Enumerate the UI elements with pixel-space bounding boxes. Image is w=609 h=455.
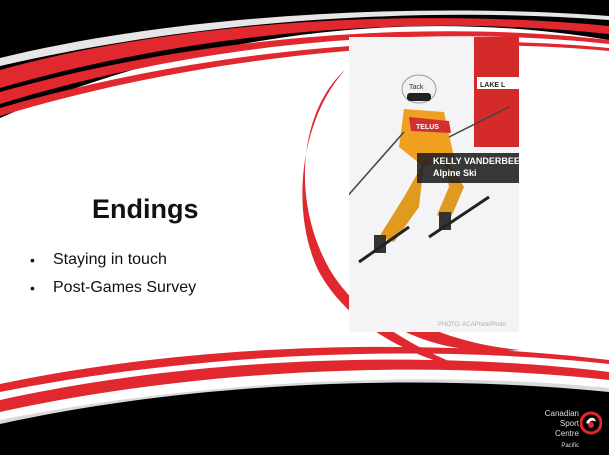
bullet-dot-icon: • (30, 280, 35, 296)
photo-credit: PHOTO: ACAPhotoPhoto (438, 322, 506, 328)
athlete-name-label: KELLY VANDERBEEK (433, 156, 527, 166)
suit-text: TELUS (416, 124, 439, 131)
banner-text: LAKE L (480, 82, 506, 89)
bullet-dot-icon: • (30, 252, 35, 268)
logo-line-2: Sport (559, 419, 579, 428)
skier-illustration: LAKE L Tack TELUS (349, 37, 519, 332)
canadian-sport-centre-logo: Canadian Sport Centre Pacific (540, 406, 602, 452)
bullet-text: Staying in touch (53, 251, 167, 268)
logo-line-4: Pacific (561, 443, 579, 449)
bullet-list: • Staying in touch • Post-Games Survey (28, 250, 196, 306)
athlete-sport-label: Alpine Ski (433, 168, 477, 178)
logo-line-1: Canadian (544, 409, 579, 418)
bullet-item: • Staying in touch (28, 250, 196, 278)
bullet-item: • Post-Games Survey (28, 278, 196, 306)
logo-line-3: Centre (554, 429, 579, 438)
bullet-text: Post-Games Survey (53, 279, 197, 296)
slide-title: Endings (92, 194, 199, 224)
athlete-photo: LAKE L Tack TELUS (349, 37, 519, 332)
photo-caption-bar (417, 153, 519, 183)
maple-swirl-icon (580, 411, 602, 435)
helmet-text: Tack (409, 84, 424, 91)
